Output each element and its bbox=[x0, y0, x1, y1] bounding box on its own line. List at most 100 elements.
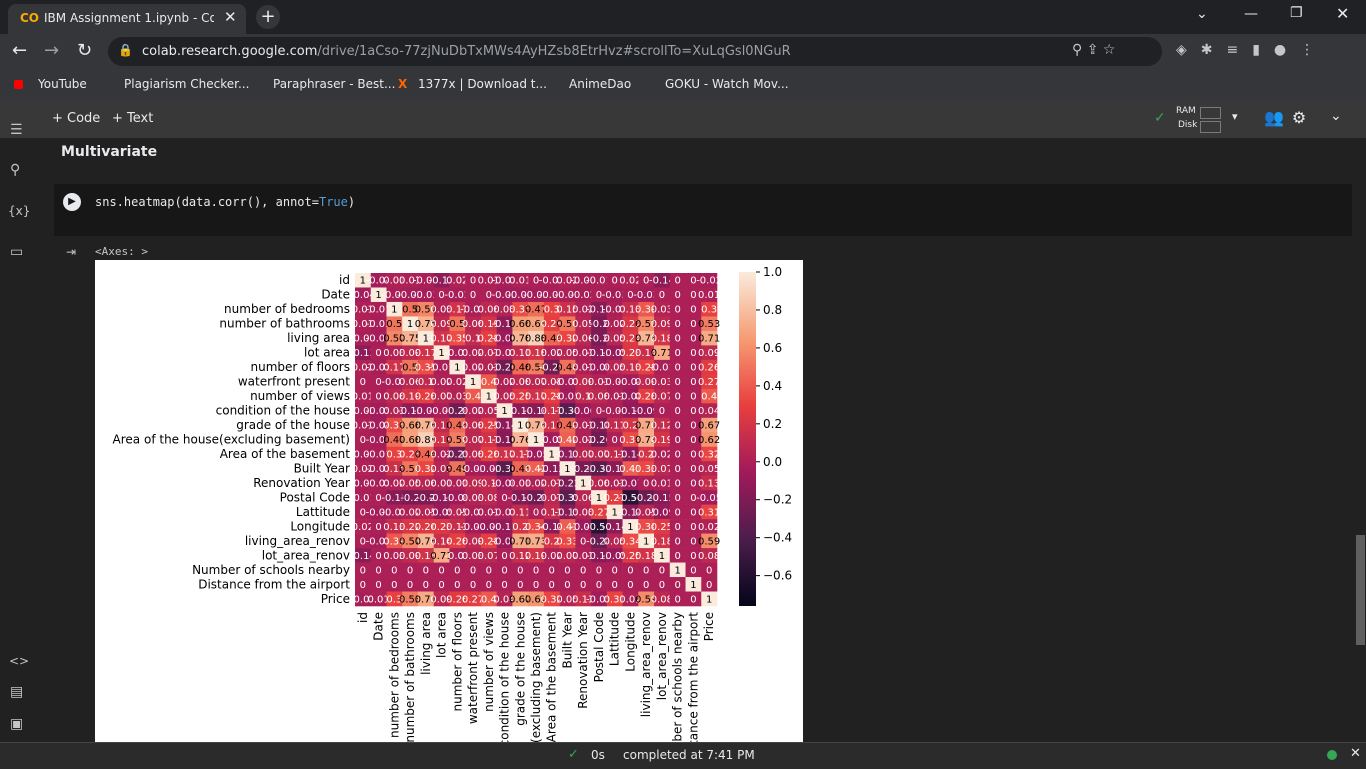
tab-search[interactable]: ⌄ bbox=[1196, 6, 1208, 22]
cell-annotation: -0.01 bbox=[381, 377, 407, 388]
heatmap-cell bbox=[386, 548, 403, 563]
cell-annotation: 1 bbox=[706, 594, 712, 605]
heatmap-cell bbox=[591, 345, 608, 361]
heatmap-cell bbox=[559, 490, 576, 505]
restore[interactable]: ❐ bbox=[1290, 5, 1303, 21]
cell-annotation: 1 bbox=[486, 392, 492, 403]
heatmap-cell bbox=[606, 374, 623, 390]
reload[interactable]: ↻ bbox=[77, 40, 93, 61]
heatmap-cell bbox=[606, 475, 623, 491]
heatmap-cell bbox=[638, 432, 655, 448]
heatmap-cell bbox=[465, 504, 482, 520]
y-tick-label: condition of the house bbox=[216, 404, 350, 418]
heatmap-cell bbox=[355, 519, 372, 534]
heatmap-cell bbox=[528, 345, 545, 361]
cell-annotation: -0.01 bbox=[366, 449, 392, 460]
run-button[interactable]: ▶ bbox=[63, 193, 81, 211]
cell-annotation: -0.18 bbox=[586, 421, 612, 432]
extensions[interactable]: ◈✱≡▮●⋮ bbox=[1176, 42, 1329, 58]
scrollbar-thumb[interactable] bbox=[1356, 535, 1365, 645]
cell-annotation: 0.19 bbox=[478, 319, 500, 330]
heatmap-cell bbox=[370, 519, 387, 534]
cell-annotation: 0.5 bbox=[402, 363, 418, 374]
heatmap-cell bbox=[480, 374, 497, 390]
snippets[interactable]: <> bbox=[9, 654, 30, 668]
cell-annotation: 0 bbox=[612, 276, 618, 287]
forward[interactable]: → bbox=[44, 40, 60, 61]
heatmap-cell bbox=[386, 359, 403, 375]
minimize[interactable]: — bbox=[1244, 6, 1258, 22]
heatmap-cell bbox=[606, 548, 623, 563]
heatmap-cell bbox=[701, 388, 718, 404]
heatmap-cell bbox=[575, 403, 592, 419]
cell-annotation: 0.09 bbox=[399, 348, 421, 359]
command-palette[interactable]: ▤ bbox=[10, 684, 24, 700]
heatmap-cell bbox=[370, 591, 387, 607]
terminal[interactable]: ▣ bbox=[10, 716, 24, 732]
bookmark[interactable]: GOKU - Watch Mov... bbox=[665, 77, 789, 91]
cell-annotation: -0.13 bbox=[429, 276, 455, 287]
section-title: Multivariate bbox=[61, 144, 158, 160]
heatmap-cell bbox=[433, 301, 450, 317]
variables[interactable]: {x} bbox=[8, 204, 31, 218]
heatmap-cell bbox=[591, 577, 608, 592]
cell-annotation: 0 bbox=[674, 348, 680, 359]
collapse[interactable]: ⌄ bbox=[1330, 108, 1342, 124]
cell-annotation: 0 bbox=[674, 493, 680, 504]
heatmap-cell bbox=[701, 533, 718, 549]
heatmap-cell bbox=[638, 591, 655, 607]
heatmap-cell bbox=[669, 330, 686, 346]
cell-annotation: 0 bbox=[564, 580, 570, 591]
status-close[interactable]: ✕ bbox=[1350, 746, 1361, 761]
bookmark[interactable]: AnimeDao bbox=[569, 77, 632, 91]
search[interactable]: ⚲ bbox=[10, 162, 21, 178]
heatmap-cell bbox=[465, 403, 482, 419]
heatmap-cell bbox=[669, 475, 686, 491]
heatmap-cell bbox=[433, 388, 450, 404]
close-window[interactable]: ✕ bbox=[1336, 4, 1350, 23]
cell-annotation: 0 bbox=[674, 406, 680, 417]
code: sns.heatmap(data.corr(), annot=True) bbox=[95, 195, 355, 209]
toc[interactable]: ☰ bbox=[10, 122, 23, 138]
y-tick-label: Longitude bbox=[290, 519, 350, 533]
runtime-menu[interactable]: ▾ bbox=[1232, 110, 1238, 123]
cell-annotation: -0.02 bbox=[444, 290, 470, 301]
share-settings[interactable]: 👥⚙ bbox=[1264, 108, 1315, 127]
heatmap-cell bbox=[465, 562, 482, 578]
files[interactable]: ▭ bbox=[10, 244, 24, 260]
cell-annotation: 0.1 bbox=[418, 377, 434, 388]
code-cell[interactable]: ▶ sns.heatmap(data.corr(), annot=True) bbox=[54, 184, 1352, 236]
bookmark[interactable]: Paraphraser - Best... bbox=[273, 77, 396, 91]
cell-annotation: 0 bbox=[690, 449, 696, 460]
bookmark[interactable]: YouTube bbox=[38, 77, 87, 91]
cell-annotation: 0.02 bbox=[462, 363, 484, 374]
heatmap-cell bbox=[449, 287, 466, 303]
cell-annotation: -0.04 bbox=[366, 421, 392, 432]
tab-close[interactable]: ✕ bbox=[224, 8, 237, 26]
heatmap-cell bbox=[370, 388, 387, 404]
add-code[interactable]: + Code bbox=[52, 111, 101, 126]
omnibox-icons[interactable]: ⚲ ⇪ ☆ bbox=[1072, 42, 1116, 58]
cell-annotation: 0 bbox=[438, 580, 444, 591]
heatmap-cell bbox=[591, 504, 608, 520]
heatmap-cell bbox=[638, 374, 655, 390]
heatmap-cell bbox=[606, 359, 623, 375]
cell-annotation: -0.09 bbox=[429, 507, 455, 518]
add-text[interactable]: + Text bbox=[112, 111, 154, 126]
heatmap-cell bbox=[496, 490, 513, 505]
cell-annotation: 1 bbox=[564, 464, 570, 475]
bookmark[interactable]: Plagiarism Checker... bbox=[124, 77, 250, 91]
heatmap-cell bbox=[701, 432, 718, 448]
tab[interactable]: CO IBM Assignment 1.ipynb - Colab ✕ bbox=[8, 4, 246, 34]
url-host: colab.research.google.com bbox=[142, 44, 318, 59]
bookmark[interactable]: 1377x | Download t... bbox=[418, 77, 547, 91]
heatmap-cell bbox=[685, 446, 702, 462]
omnibox[interactable]: 🔒 colab.research.google.com/drive/1aCso-… bbox=[108, 37, 1162, 66]
cell-annotation: 0 bbox=[375, 551, 381, 562]
cell-annotation: 0.19 bbox=[525, 551, 547, 562]
heatmap-cell bbox=[685, 359, 702, 375]
new-tab[interactable]: + bbox=[256, 5, 280, 29]
cell-annotation: -0.01 bbox=[381, 507, 407, 518]
back[interactable]: ← bbox=[12, 40, 28, 61]
heatmap-cell bbox=[480, 273, 497, 288]
